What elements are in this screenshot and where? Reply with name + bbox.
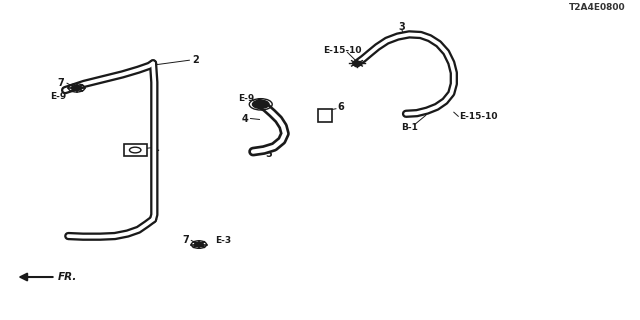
Text: 3: 3 xyxy=(398,22,405,32)
Text: 1: 1 xyxy=(153,143,160,153)
Text: E-9: E-9 xyxy=(239,94,255,103)
Circle shape xyxy=(195,242,204,247)
Text: T2A4E0800: T2A4E0800 xyxy=(569,3,626,12)
Text: 4: 4 xyxy=(242,114,248,124)
Circle shape xyxy=(72,85,82,91)
Text: 7: 7 xyxy=(182,236,189,245)
Text: 7: 7 xyxy=(58,78,65,88)
Text: 6: 6 xyxy=(338,102,344,112)
Circle shape xyxy=(252,100,269,108)
Text: E-15-10: E-15-10 xyxy=(323,46,362,55)
Text: FR.: FR. xyxy=(58,272,77,282)
Text: 2: 2 xyxy=(193,55,199,65)
Text: E-15-10: E-15-10 xyxy=(459,112,497,121)
Text: E-9: E-9 xyxy=(51,92,67,101)
Circle shape xyxy=(353,61,362,66)
Text: 5: 5 xyxy=(266,149,273,159)
Bar xyxy=(318,109,332,122)
Text: E-3: E-3 xyxy=(215,236,231,245)
Text: B-1: B-1 xyxy=(401,123,418,132)
FancyBboxPatch shape xyxy=(124,144,147,156)
